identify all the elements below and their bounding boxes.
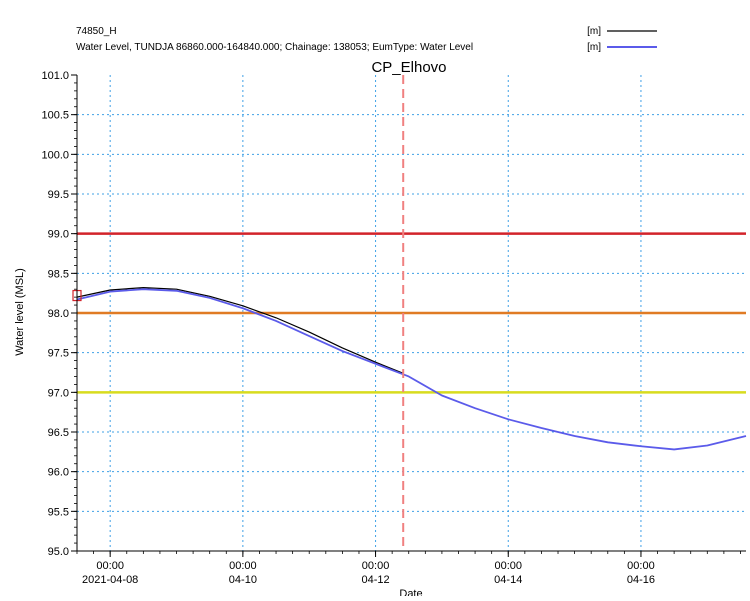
y-tick-label: 96.5 <box>48 427 69 439</box>
legend-series-1-unit: [m] <box>587 26 601 37</box>
y-tick-label: 101.0 <box>41 70 69 82</box>
y-tick-label: 97.0 <box>48 387 69 399</box>
x-tick-label-time: 00:00 <box>362 560 390 572</box>
series-line-2 <box>76 288 747 451</box>
y-axis-label: Water level (MSL) <box>14 268 26 356</box>
y-tick-label: 97.5 <box>48 348 69 360</box>
x-tick-label-date: 04-16 <box>627 574 655 586</box>
chart-title: CP_Elhovo <box>371 59 446 76</box>
y-tick-label: 99.0 <box>48 229 69 241</box>
legend: 74850_H [m] Water Level, TUNDJA 86860.00… <box>76 26 657 53</box>
y-tick-label: 100.0 <box>41 149 69 161</box>
x-tick-label-date: 2021-04-08 <box>82 574 138 586</box>
legend-series-1-name: 74850_H <box>76 26 117 37</box>
y-tick-label: 100.5 <box>41 110 69 122</box>
legend-series-2-name: Water Level, TUNDJA 86860.000-164840.000… <box>76 42 473 53</box>
x-tick-label-time: 00:00 <box>494 560 522 572</box>
y-tick-label: 95.5 <box>48 506 69 518</box>
x-axis-label: Date <box>399 588 422 596</box>
y-tick-label: 99.5 <box>48 189 69 201</box>
x-tick-label-date: 04-10 <box>229 574 257 586</box>
y-tick-label: 95.0 <box>48 546 69 558</box>
x-tick-label-date: 04-12 <box>361 574 389 586</box>
x-tick-label-time: 00:00 <box>627 560 655 572</box>
x-tick-label-time: 00:00 <box>96 560 124 572</box>
y-tick-label: 98.0 <box>48 308 69 320</box>
y-tick-label: 96.0 <box>48 467 69 479</box>
series-line-1 <box>76 287 404 374</box>
x-tick-label-date: 04-14 <box>494 574 522 586</box>
y-tick-label: 98.5 <box>48 268 69 280</box>
x-tick-label-time: 00:00 <box>229 560 257 572</box>
legend-series-2-unit: [m] <box>587 42 601 53</box>
